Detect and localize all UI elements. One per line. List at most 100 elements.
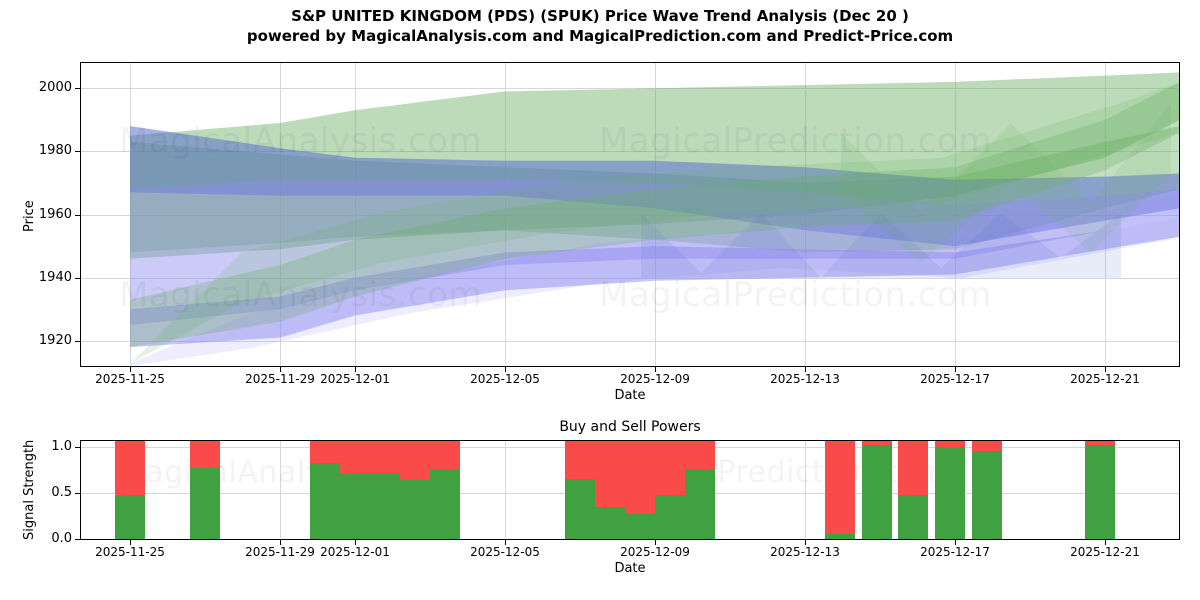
price-x-tick-label: 2025-12-17 — [920, 372, 990, 386]
price-x-tick-label: 2025-11-25 — [95, 372, 165, 386]
buy-power-segment — [862, 444, 892, 539]
price-band-blue-upper-band — [130, 126, 1179, 247]
powers-y-axis-title: Signal Strength — [22, 439, 37, 540]
price-y-tickmark — [75, 214, 80, 216]
power-bar[interactable] — [430, 441, 460, 539]
power-bar[interactable] — [190, 441, 220, 539]
title-line-2: powered by MagicalAnalysis.com and Magic… — [246, 27, 954, 45]
price-y-tickmark — [75, 88, 80, 90]
price-gridline-h — [81, 151, 1179, 153]
power-bar[interactable] — [340, 441, 370, 539]
power-bar[interactable] — [370, 441, 400, 539]
powers-x-tickmark — [955, 540, 956, 545]
price-gridline-h — [81, 88, 1179, 90]
buy-power-segment — [190, 468, 220, 539]
price-y-tickmark — [75, 151, 80, 153]
price-gridline-v — [130, 63, 131, 366]
buy-power-segment — [1085, 444, 1115, 539]
powers-x-tick-label: 2025-12-13 — [770, 545, 840, 559]
price-x-tick-label: 2025-11-29 — [245, 372, 315, 386]
price-band-violet-lower-band — [130, 217, 1179, 348]
buy-power-segment — [625, 513, 655, 539]
price-x-tick-label: 2025-12-09 — [620, 372, 690, 386]
powers-y-tickmark — [75, 539, 80, 540]
price-x-tick-label: 2025-12-05 — [470, 372, 540, 386]
sell-power-segment — [898, 441, 928, 495]
power-bar[interactable] — [310, 441, 340, 539]
powers-chart-title: Buy and Sell Powers — [559, 419, 701, 435]
buy-power-segment — [972, 450, 1002, 539]
powers-x-tickmark — [805, 540, 806, 545]
price-y-axis-title: Price — [22, 200, 37, 232]
title-line-1: S&P UNITED KINGDOM (PDS) (SPUK) Price Wa… — [291, 7, 909, 25]
sell-power-segment — [1085, 441, 1115, 445]
sell-power-segment — [655, 441, 685, 495]
sell-power-segment — [430, 441, 460, 470]
price-y-tick-label: 2000 — [38, 80, 72, 96]
price-y-tickmark — [75, 340, 80, 342]
powers-gridline-h — [81, 539, 1179, 540]
buy-power-segment — [655, 494, 685, 539]
buy-power-segment — [115, 494, 145, 539]
power-bar[interactable] — [1085, 441, 1115, 539]
power-bar[interactable] — [625, 441, 655, 539]
price-gridline-v — [280, 63, 281, 366]
buy-power-segment — [370, 473, 400, 539]
powers-x-tickmark — [505, 540, 506, 545]
sell-power-segment — [340, 441, 370, 474]
price-band-overlay-3 — [841, 103, 1171, 263]
sell-power-segment — [935, 441, 965, 447]
price-x-tickmark — [655, 367, 656, 372]
sell-power-segment — [685, 441, 715, 470]
price-band-green-wedge-rising — [130, 82, 1179, 348]
powers-x-tick-label: 2025-12-01 — [320, 545, 390, 559]
power-bar[interactable] — [565, 441, 595, 539]
power-bar[interactable] — [898, 441, 928, 539]
price-x-tickmark — [355, 367, 356, 372]
price-x-tickmark — [505, 367, 506, 372]
powers-x-tickmark — [655, 540, 656, 545]
price-x-tickmark — [1105, 367, 1106, 372]
price-gridline-v — [655, 63, 656, 366]
page-title: S&P UNITED KINGDOM (PDS) (SPUK) Price Wa… — [0, 6, 1200, 46]
powers-x-tickmark — [130, 540, 131, 545]
buy-power-segment — [935, 446, 965, 539]
price-y-tick-label: 1960 — [38, 206, 72, 222]
power-bar[interactable] — [400, 441, 430, 539]
power-bar[interactable] — [825, 441, 855, 539]
sell-power-segment — [310, 441, 340, 463]
powers-x-axis-title: Date — [614, 561, 646, 576]
power-bar[interactable] — [685, 441, 715, 539]
sell-power-segment — [825, 441, 855, 535]
sell-power-segment — [190, 441, 220, 469]
power-bar[interactable] — [935, 441, 965, 539]
power-bar[interactable] — [862, 441, 892, 539]
buy-power-segment — [565, 479, 595, 539]
price-y-tickmark — [75, 277, 80, 279]
powers-y-tick-label: 0.0 — [51, 531, 72, 546]
powers-y-tick-label: 0.5 — [51, 484, 72, 500]
powers-gridline-v — [505, 441, 506, 539]
price-wave-bands — [130, 72, 1179, 366]
power-bar[interactable] — [115, 441, 145, 539]
powers-x-tickmark — [355, 540, 356, 545]
power-bar[interactable] — [972, 441, 1002, 539]
power-bar[interactable] — [595, 441, 625, 539]
buy-power-segment — [595, 506, 625, 539]
powers-x-tick-label: 2025-12-17 — [920, 545, 990, 559]
powers-gridline-v — [805, 441, 806, 539]
price-x-tickmark — [955, 367, 956, 372]
price-y-tick-label: 1980 — [38, 143, 72, 159]
buy-power-segment — [340, 473, 370, 539]
price-gridline-h — [81, 214, 1179, 216]
powers-x-tick-label: 2025-12-21 — [1070, 545, 1140, 559]
powers-y-tick-label: 1.0 — [51, 438, 72, 454]
sell-power-segment — [115, 441, 145, 495]
buy-power-segment — [685, 469, 715, 539]
powers-x-tick-label: 2025-12-09 — [620, 545, 690, 559]
powers-x-tickmark — [1105, 540, 1106, 545]
powers-x-tickmark — [280, 540, 281, 545]
power-bar[interactable] — [655, 441, 685, 539]
price-x-tick-label: 2025-12-01 — [320, 372, 390, 386]
